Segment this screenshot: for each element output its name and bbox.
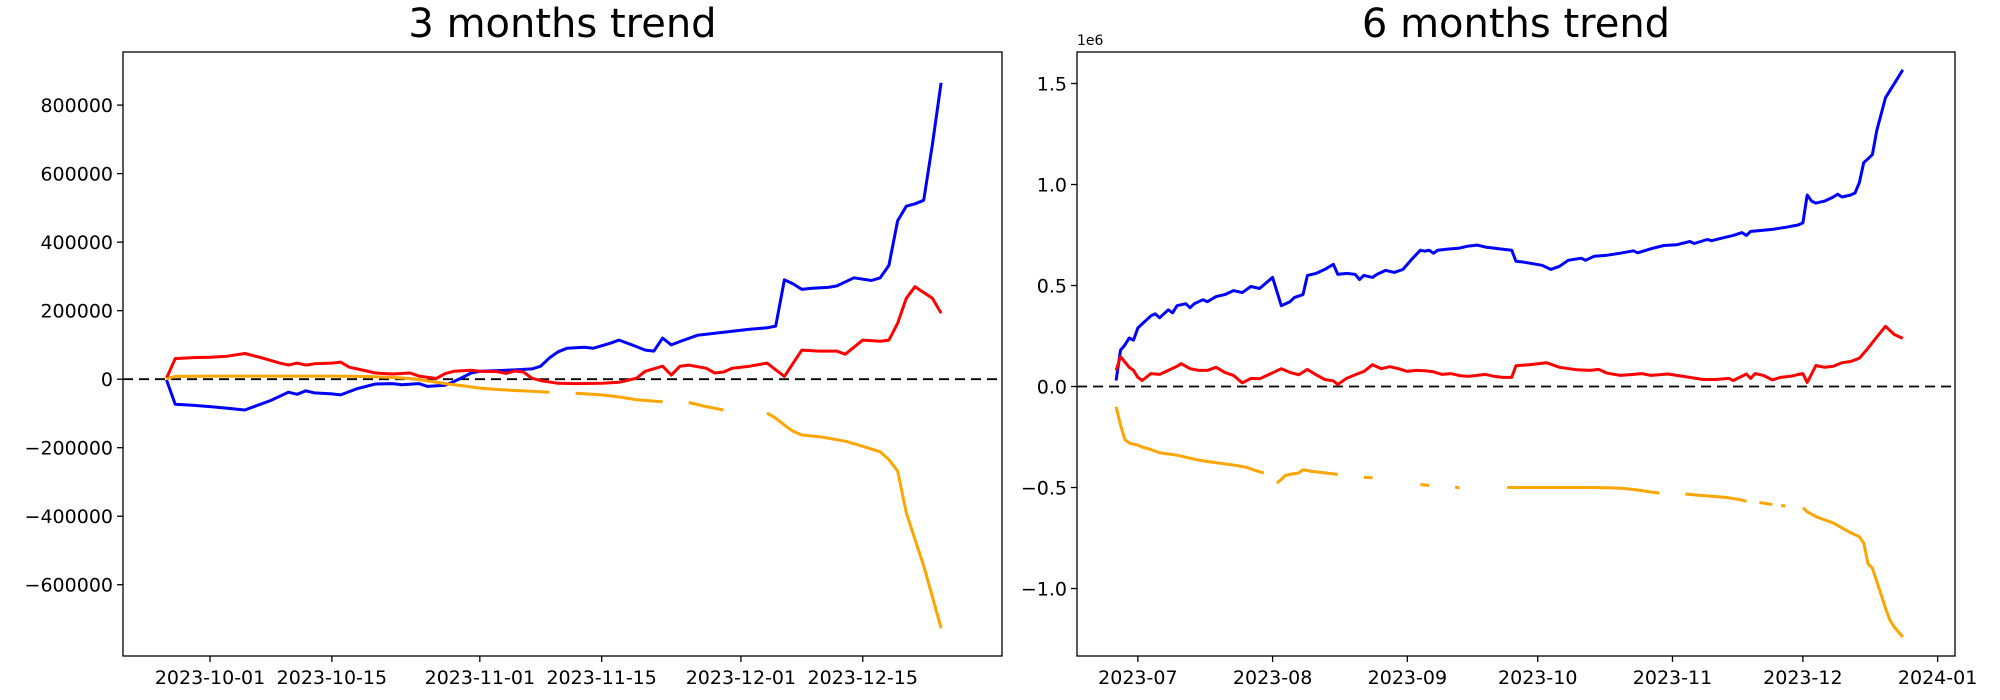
x-tick-label: 2023-10-01 [155,667,265,689]
x-tick-label: 2024-01 [1898,667,1977,689]
left-chart-title: 3 months trend [408,1,717,47]
y-tick-label: −600000 [25,575,113,597]
x-tick-label: 2023-12-01 [686,667,796,689]
x-tick-label: 2023-12 [1763,667,1842,689]
y-tick-label: 0 [101,369,113,391]
y-tick-label: 1.5 [1037,74,1067,96]
y-tick-label: 0.0 [1037,377,1067,399]
blue-series-line [165,82,943,412]
blue-series-line [1114,69,1905,381]
red-series-line [165,285,943,386]
y-axis-offset-label: 1e6 [1077,33,1104,49]
x-tick-label: 2023-12-15 [808,667,918,689]
y-tick-label: −0.5 [1021,478,1067,500]
axes-spines [1076,51,1956,657]
y-tick-label: 1.0 [1037,175,1067,197]
x-tick-label: 2023-10-15 [277,667,387,689]
y-tick-label: −200000 [25,438,113,460]
x-tick-label: 2023-09 [1368,667,1447,689]
orange-series-line [166,374,943,629]
y-tick-label: 0.5 [1037,276,1067,298]
y-tick-label: 400000 [40,232,113,254]
x-tick-label: 2023-07 [1098,667,1177,689]
x-tick-label: 2023-10 [1498,667,1577,689]
y-tick-label: 800000 [40,95,113,117]
y-tick-label: 200000 [40,301,113,323]
y-tick-label: −1.0 [1021,579,1067,601]
red-series-line [1114,324,1904,386]
x-tick-label: 2023-11 [1633,667,1712,689]
y-tick-label: −400000 [25,506,113,528]
y-tick-label: 600000 [40,164,113,186]
right-chart-title: 6 months trend [1361,1,1671,47]
x-tick-label: 2023-11-01 [425,667,535,689]
orange-series-line [1114,406,1904,638]
x-tick-label: 2023-08 [1233,667,1312,689]
axes-spines [122,51,1003,657]
x-tick-label: 2023-11-15 [546,667,656,689]
